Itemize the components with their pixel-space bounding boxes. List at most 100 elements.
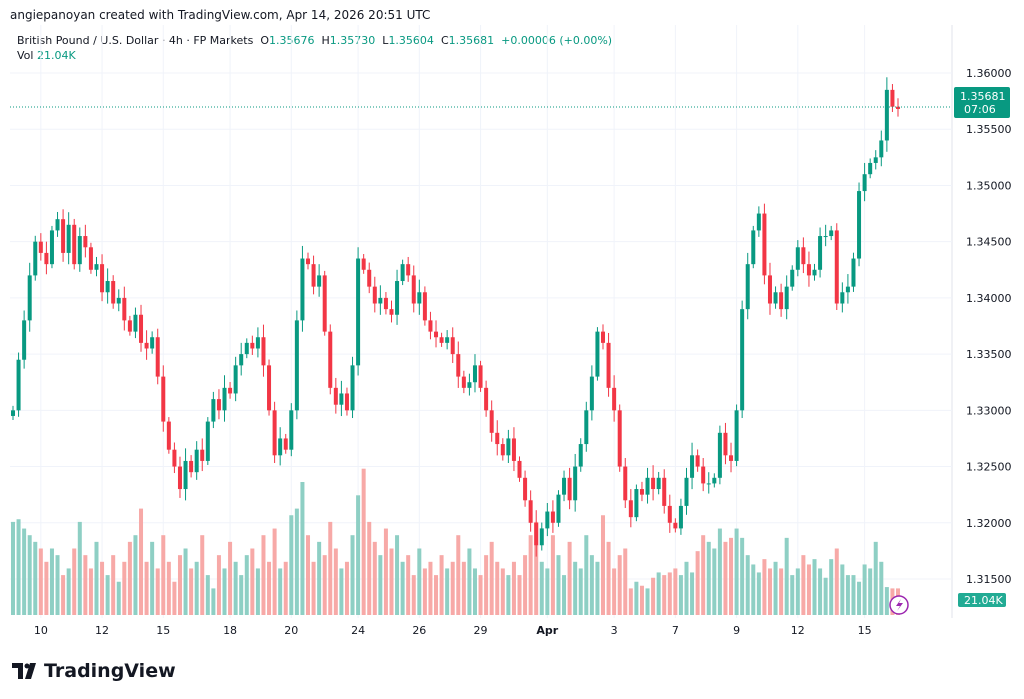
candle [868, 158, 873, 179]
candle-body [450, 337, 455, 355]
candle-body [489, 410, 494, 433]
candle-body [834, 230, 839, 304]
candle-body [344, 393, 349, 411]
symbol-title: British Pound / U.S. Dollar · 4h · FP Ma… [17, 34, 254, 47]
candle-body [506, 438, 511, 456]
price-chart[interactable]: 1.36000 1.35500 1.35000 1.34500 1.34000 1.335… [0, 0, 1024, 650]
candle [684, 467, 689, 515]
candle [472, 354, 477, 393]
candle [239, 342, 244, 376]
candle [22, 310, 27, 369]
volume-bar [484, 555, 489, 615]
volume-bar [177, 555, 182, 615]
candle-body [100, 264, 105, 293]
candle [166, 417, 171, 454]
candle [617, 404, 622, 472]
volume-bar [94, 541, 99, 615]
candle [122, 286, 127, 331]
volume-bar [606, 541, 611, 615]
candle [267, 359, 272, 416]
candle-body [756, 213, 761, 231]
candle [350, 356, 355, 419]
tradingview-logo[interactable]: TradingView [12, 660, 176, 682]
volume-bar [294, 508, 299, 615]
volume-bar [873, 541, 878, 615]
volume-bar [10, 521, 16, 615]
candle-body [678, 505, 683, 529]
candle [884, 77, 889, 152]
price-tick: 1.31500 [966, 573, 1012, 586]
volume-bar [150, 541, 155, 615]
volume-bar [127, 541, 132, 615]
volume-value: 21.04K [36, 49, 76, 62]
volume-bar [189, 568, 194, 615]
candle [250, 335, 255, 355]
candle-body [478, 365, 483, 388]
candle-body [77, 236, 82, 265]
candle-body [49, 230, 54, 265]
candle [411, 265, 416, 313]
volume-bar [845, 575, 850, 615]
volume-bar [305, 535, 311, 615]
volume-bar [628, 588, 633, 615]
time-tick: 7 [672, 624, 679, 637]
candle-body [389, 309, 394, 315]
candle [834, 223, 839, 310]
volume-bar [111, 555, 116, 615]
candle [595, 327, 600, 381]
candle-body [278, 438, 283, 456]
candle [189, 455, 194, 478]
candle-body [205, 421, 210, 461]
volume-bar [511, 561, 516, 615]
candle-body [573, 466, 578, 501]
volume-bar [639, 585, 644, 615]
volume-bar [751, 564, 756, 615]
candle-body [177, 466, 182, 490]
candle-body [139, 314, 144, 343]
volume-bar [790, 575, 795, 615]
price-tick: 1.35500 [966, 123, 1012, 136]
candle [784, 275, 789, 320]
candle [144, 330, 149, 360]
volume-bar [233, 561, 238, 615]
volume-bar [812, 559, 817, 615]
candle-body [395, 281, 400, 315]
volume-bar [712, 548, 717, 615]
volume-bar [545, 568, 550, 615]
lightning-icon[interactable] [889, 595, 909, 615]
time-tick: 20 [284, 624, 298, 637]
volume-bar [239, 575, 244, 615]
volume-bar [400, 561, 405, 615]
candle-body [534, 522, 539, 546]
candle [706, 472, 711, 494]
candle-body [361, 258, 366, 270]
candle [578, 438, 583, 472]
candle [550, 500, 555, 533]
candle-body [868, 162, 873, 175]
time-tick: 15 [858, 624, 872, 637]
candle-body [456, 354, 461, 377]
candle-body [127, 320, 132, 332]
candle-body [595, 331, 600, 377]
volume-bar [717, 528, 722, 615]
candle [406, 256, 411, 282]
price-axis[interactable]: 1.36000 1.35500 1.35000 1.34500 1.34000 1.335… [966, 67, 1012, 586]
candle [177, 456, 182, 498]
candle-body [523, 477, 528, 501]
candle-body [634, 489, 639, 518]
candle-body [562, 477, 567, 495]
volume-bar [61, 575, 66, 615]
volume-tag [958, 593, 1006, 607]
volume-bar [784, 537, 789, 615]
candle [612, 375, 617, 422]
candle [567, 467, 572, 510]
time-axis[interactable]: 10 12 15 18 20 24 26 29 Apr 3 7 9 12 15 [34, 624, 872, 637]
volume-bar [333, 548, 338, 615]
candle [795, 240, 800, 277]
candle [467, 373, 472, 396]
volume-bar [155, 568, 160, 615]
candle-body [283, 438, 288, 450]
volume-bar [472, 568, 477, 615]
candle-body [539, 528, 544, 546]
candle-body [751, 230, 756, 265]
